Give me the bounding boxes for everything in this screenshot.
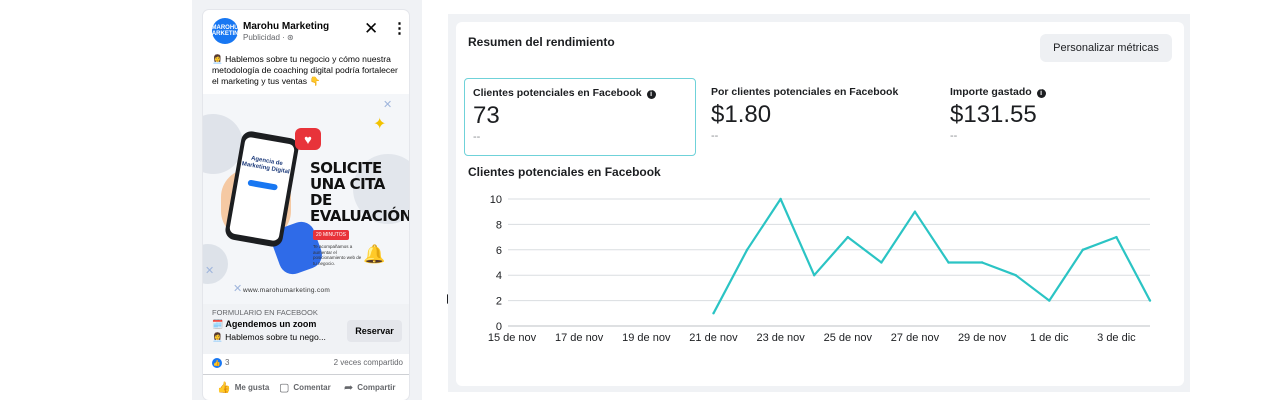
performance-summary-card: Resumen del rendimiento Personalizar mét… bbox=[456, 22, 1184, 386]
y-tick-label: 0 bbox=[496, 321, 502, 333]
data-point bbox=[846, 235, 849, 239]
like-reaction-icon[interactable]: 👍 bbox=[212, 358, 222, 368]
chart-title: Clientes potenciales en Facebook bbox=[468, 165, 661, 179]
like-count[interactable]: 3 bbox=[225, 358, 230, 367]
data-point bbox=[779, 197, 782, 201]
reserve-button[interactable]: Reservar bbox=[347, 320, 402, 342]
x-tick-label: 17 de nov bbox=[555, 332, 604, 344]
phone-screen-button bbox=[247, 179, 278, 191]
leads-line-chart: 0 2 4 6 8 10 15 de nov 17 de nov 19 de nov 21 de … bbox=[488, 194, 1152, 344]
share-icon: ➦ bbox=[344, 382, 354, 394]
info-icon[interactable]: i bbox=[646, 90, 656, 99]
metric-label: Importe gastado i bbox=[950, 86, 1166, 98]
performance-title: Resumen del rendimiento bbox=[468, 35, 615, 49]
data-point bbox=[913, 210, 917, 213]
ad-body-text: 👩‍💼 Hablemos sobre tu negocio y cómo nue… bbox=[212, 54, 398, 86]
bell-icon: 🔔 bbox=[363, 244, 386, 264]
decor-cross-icon: ✕ bbox=[383, 99, 393, 111]
ad-preview-card: MAROHU MARKETING Marohu Marketing Public… bbox=[203, 10, 409, 400]
ad-creative-image[interactable]: ✕ ✕ ✕ ✦ Agencia de Marketing Digital ♥ S… bbox=[203, 94, 409, 304]
share-button-label: Compartir bbox=[357, 383, 396, 392]
comment-icon: ▢ bbox=[279, 382, 290, 394]
y-tick-label: 10 bbox=[490, 194, 502, 206]
y-tick-label: 2 bbox=[496, 296, 502, 308]
metric-comparison: -- bbox=[711, 130, 719, 142]
data-point bbox=[947, 261, 950, 264]
metric-amount-spent[interactable]: Importe gastado i $131.55 -- bbox=[942, 78, 1174, 156]
share-button[interactable]: ➦ Compartir bbox=[344, 381, 395, 394]
metric-label-text: Importe gastado bbox=[950, 86, 1032, 98]
comment-button[interactable]: ▢ Comentar bbox=[279, 381, 331, 394]
page-avatar[interactable]: MAROHU MARKETING bbox=[207, 18, 243, 44]
data-point bbox=[1115, 235, 1118, 239]
decor-cross-icon: ✕ bbox=[233, 283, 243, 295]
form-title: 🗓️ Agendemos un zoom bbox=[212, 319, 317, 329]
x-tick-label: 23 de nov bbox=[756, 332, 805, 344]
comment-button-label: Comentar bbox=[293, 383, 331, 392]
more-vertical-icon[interactable]: ⋮ bbox=[392, 20, 407, 37]
decor-circle bbox=[353, 154, 409, 224]
x-tick-label: 1 de dic bbox=[1030, 332, 1069, 344]
metric-comparison: -- bbox=[473, 131, 481, 143]
share-count[interactable]: 2 veces compartido bbox=[333, 358, 403, 367]
data-point bbox=[813, 274, 816, 277]
y-tick-label: 6 bbox=[496, 245, 502, 257]
metric-label-text: Clientes potenciales en Facebook bbox=[473, 87, 642, 99]
metric-value: 73 bbox=[473, 102, 500, 129]
creative-note: Te acompañamos a aumentar el posicionami… bbox=[313, 244, 362, 266]
customize-metrics-button[interactable]: Personalizar métricas bbox=[1040, 34, 1172, 62]
x-tick-label: 3 de dic bbox=[1097, 332, 1136, 344]
data-point bbox=[712, 312, 715, 315]
thumbs-up-icon: 👍 bbox=[217, 382, 231, 394]
data-point bbox=[980, 261, 984, 264]
close-icon[interactable]: ✕ bbox=[364, 19, 379, 38]
creative-headline: SOLICITE UNA CITA DE EVALUACIÓN bbox=[310, 159, 409, 225]
metric-value: $131.55 bbox=[950, 101, 1037, 128]
phone-screen-text: Agencia de Marketing Digital bbox=[241, 155, 290, 176]
like-button-label: Me gusta bbox=[234, 383, 270, 392]
form-description: 👩‍💼 Hablemos sobre tu nego... bbox=[212, 332, 326, 342]
metric-label: Clientes potenciales en Facebook i bbox=[473, 87, 687, 99]
x-tick-label: 25 de nov bbox=[824, 332, 873, 344]
metric-leads[interactable]: Clientes potenciales en Facebook i 73 -- bbox=[464, 78, 696, 156]
sparkle-icon: ✦ bbox=[373, 116, 387, 133]
metric-cost-per-lead[interactable]: Por clientes potenciales en Facebook $1.… bbox=[703, 78, 935, 156]
y-tick-label: 4 bbox=[496, 270, 502, 282]
ad-header: MAROHU MARKETING Marohu Marketing Public… bbox=[203, 10, 409, 54]
metric-label: Por clientes potenciales en Facebook bbox=[711, 86, 899, 98]
form-type-label: FORMULARIO EN FACEBOOK bbox=[212, 308, 318, 317]
creative-website: www.marohumarketing.com bbox=[243, 287, 331, 294]
x-tick-label: 15 de nov bbox=[488, 332, 537, 344]
data-point bbox=[1081, 248, 1085, 251]
ad-engagement-stats: 👍 3 2 veces compartido bbox=[203, 354, 409, 374]
data-point bbox=[1148, 299, 1152, 302]
like-button[interactable]: 👍 Me gusta bbox=[217, 381, 269, 394]
x-tick-label: 29 de nov bbox=[958, 332, 1007, 344]
data-point bbox=[880, 261, 883, 264]
ad-cta-area[interactable]: FORMULARIO EN FACEBOOK 🗓️ Agendemos un z… bbox=[203, 304, 409, 354]
y-tick-label: 8 bbox=[496, 219, 502, 231]
duration-badge: 20 MINUTOS bbox=[313, 230, 349, 240]
data-point bbox=[1048, 299, 1051, 302]
x-tick-label: 21 de nov bbox=[689, 332, 738, 344]
x-tick-label: 19 de nov bbox=[622, 332, 671, 344]
data-point bbox=[1014, 274, 1017, 277]
ad-actions-bar: 👍 Me gusta ▢ Comentar ➦ Compartir bbox=[203, 374, 409, 400]
metric-comparison: -- bbox=[950, 130, 958, 142]
page-name[interactable]: Marohu Marketing bbox=[243, 21, 330, 32]
sponsored-label: Publicidad · ⊛ bbox=[243, 33, 294, 42]
heart-icon: ♥ bbox=[295, 128, 321, 150]
series-line bbox=[712, 197, 1151, 314]
data-point bbox=[745, 248, 749, 251]
info-icon[interactable]: i bbox=[1036, 89, 1046, 98]
x-tick-label: 27 de nov bbox=[891, 332, 940, 344]
metric-value: $1.80 bbox=[711, 101, 772, 128]
decor-cross-icon: ✕ bbox=[205, 265, 215, 277]
